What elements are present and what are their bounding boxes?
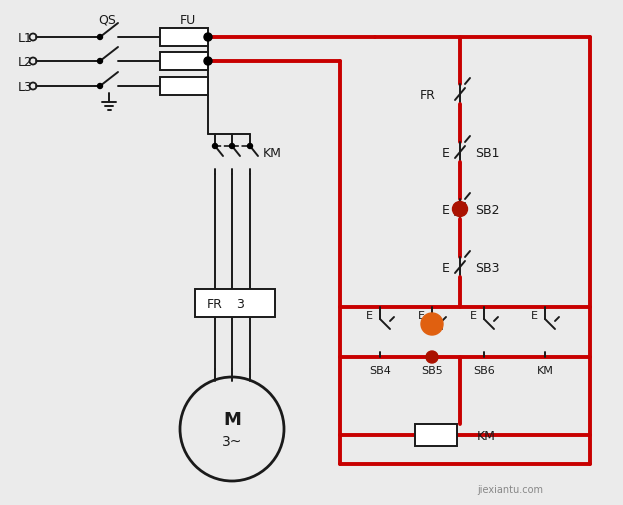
Circle shape [98, 35, 103, 40]
Circle shape [247, 144, 252, 149]
Circle shape [229, 144, 234, 149]
Text: 3: 3 [236, 297, 244, 310]
Text: L2: L2 [18, 56, 33, 68]
Bar [160, 29, 208, 47]
Text: SB4: SB4 [369, 365, 391, 375]
Text: M: M [223, 410, 241, 428]
Text: jiexiantu.com: jiexiantu.com [477, 484, 543, 494]
Text: SB2: SB2 [475, 203, 500, 216]
Text: QS: QS [98, 14, 116, 26]
Text: SB3: SB3 [475, 261, 500, 274]
Text: L1: L1 [18, 31, 33, 44]
Text: E: E [470, 311, 477, 320]
Text: E: E [418, 311, 425, 320]
Circle shape [212, 144, 217, 149]
Text: SB6: SB6 [473, 365, 495, 375]
Text: KM: KM [477, 429, 496, 442]
Circle shape [204, 58, 212, 66]
Text: E: E [366, 311, 373, 320]
Text: E: E [442, 261, 450, 274]
Circle shape [98, 84, 103, 89]
Bar [160, 53, 208, 71]
Text: SB5: SB5 [421, 365, 443, 375]
Text: FU: FU [180, 14, 196, 26]
Text: 3~: 3~ [222, 434, 242, 448]
Text: E: E [442, 203, 450, 216]
Text: FR: FR [420, 88, 436, 102]
Text: L3: L3 [18, 80, 33, 93]
Bar [415, 424, 457, 446]
Circle shape [426, 351, 438, 363]
Text: KM: KM [536, 365, 553, 375]
Circle shape [421, 314, 443, 335]
Text: SB1: SB1 [475, 146, 500, 159]
Circle shape [204, 34, 212, 42]
Bar [195, 289, 275, 317]
Circle shape [98, 60, 103, 64]
Text: FR: FR [207, 297, 223, 310]
Text: E: E [531, 311, 538, 320]
Circle shape [452, 202, 467, 217]
Text: KM: KM [263, 146, 282, 159]
Text: E: E [442, 146, 450, 159]
Bar [160, 78, 208, 96]
